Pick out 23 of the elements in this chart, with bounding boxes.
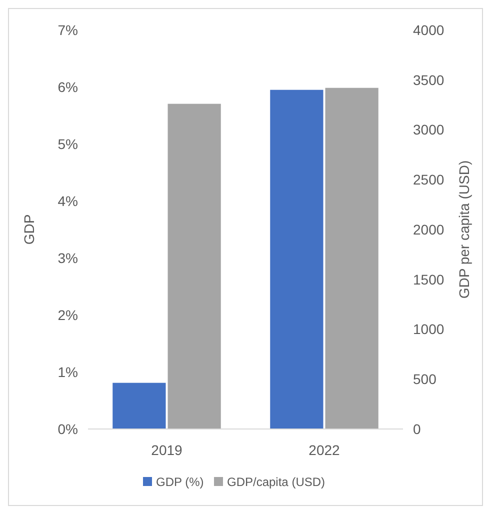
y2-tick-label: 1500 (413, 271, 444, 288)
y2-tick-label: 500 (413, 371, 437, 388)
y-tick-label: 7% (58, 22, 78, 38)
y2-tick-label: 2000 (413, 221, 444, 238)
x-tick-label: 2019 (151, 442, 183, 458)
y2-tick-label: 4000 (413, 22, 444, 38)
legend-label: GDP/capita (USD) (227, 475, 326, 489)
y-tick-label: 3% (58, 250, 78, 266)
y2-tick-label: 1000 (413, 321, 444, 338)
x-tick-label: 2022 (308, 442, 340, 458)
y-tick-label: 6% (58, 78, 78, 95)
y2-tick-label: 3500 (413, 72, 444, 88)
y-tick-label: 4% (58, 192, 78, 209)
y-tick-label: 0% (58, 420, 78, 437)
y2-axis-title: GDP per capita (USD) (456, 160, 472, 299)
y2-tick-label: 2500 (413, 172, 444, 188)
y2-tick-label: 3000 (413, 122, 444, 138)
y-tick-label: 2% (58, 306, 78, 323)
y-tick-label: 1% (58, 364, 78, 380)
y2-tick-label: 0 (413, 420, 421, 437)
legend-label: GDP (%) (156, 475, 204, 489)
y-axis-title: GDP (21, 214, 37, 245)
y-tick-label: 5% (58, 136, 78, 152)
